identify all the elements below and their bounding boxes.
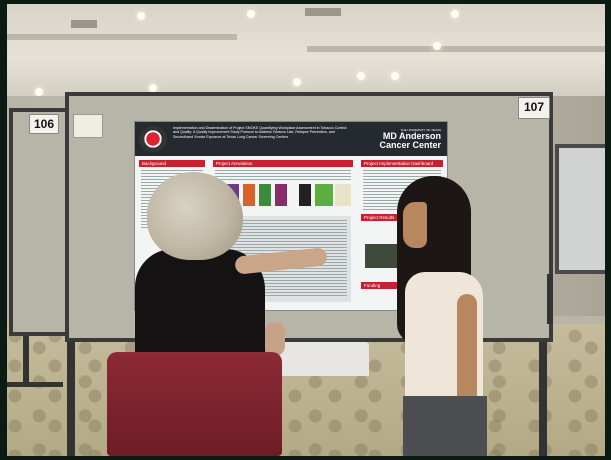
section-header: Project Implementation Dashboard bbox=[361, 160, 443, 167]
ceiling bbox=[7, 4, 605, 104]
board-leg bbox=[547, 274, 553, 324]
section-header: Background bbox=[139, 160, 205, 167]
ceiling-vent bbox=[305, 8, 341, 16]
institution-name: MD Anderson Cancer Center bbox=[379, 131, 441, 150]
figure-thumbnail bbox=[259, 184, 271, 206]
poster-title: Implementation and Dissemination of Proj… bbox=[173, 126, 347, 139]
ceiling-light bbox=[391, 72, 399, 80]
ceiling-light bbox=[357, 72, 365, 80]
person-left-hand bbox=[265, 322, 285, 356]
ceiling-vent bbox=[71, 20, 97, 28]
ceiling-light bbox=[293, 78, 301, 86]
board-number-sign: 107 bbox=[518, 97, 550, 119]
board-leg bbox=[539, 342, 547, 456]
person-right-face bbox=[403, 202, 427, 248]
photo: 106 107 Implementation and Dissemination… bbox=[7, 4, 605, 456]
institution-line: THE UNIVERSITY OF TEXAS bbox=[400, 128, 441, 132]
figure-thumbnail bbox=[243, 184, 255, 206]
poster-board-right bbox=[555, 144, 605, 274]
institution-logo: THE UNIVERSITY OF TEXAS MD Anderson Canc… bbox=[371, 128, 441, 150]
section-header: Project Annotation bbox=[213, 160, 353, 167]
ceiling-light bbox=[433, 42, 441, 50]
person-right-skirt bbox=[403, 396, 487, 456]
ceiling-light bbox=[451, 10, 459, 18]
poster-board-left bbox=[9, 108, 69, 336]
figure-thumbnail bbox=[315, 184, 333, 206]
board-number-sign: 106 bbox=[29, 114, 59, 134]
figure-thumbnail bbox=[335, 184, 351, 206]
poster-header: Implementation and Dissemination of Proj… bbox=[135, 122, 447, 156]
phone-image bbox=[299, 184, 311, 206]
table-pedestal bbox=[279, 342, 369, 376]
ceiling-light bbox=[149, 84, 157, 92]
ceiling-beam bbox=[7, 34, 237, 40]
ceiling-beam bbox=[307, 46, 605, 52]
ceiling-light bbox=[35, 88, 43, 96]
board-leg bbox=[23, 336, 29, 386]
board-leg bbox=[67, 342, 75, 456]
text-block bbox=[215, 170, 351, 182]
ceiling-light bbox=[247, 10, 255, 18]
person-left-head bbox=[147, 172, 243, 260]
ceiling-light bbox=[137, 12, 145, 20]
board-foot bbox=[7, 382, 63, 387]
project-note-card bbox=[73, 114, 103, 138]
red-handbag bbox=[107, 352, 282, 456]
figure-thumbnail bbox=[275, 184, 287, 206]
program-logo bbox=[139, 126, 167, 152]
